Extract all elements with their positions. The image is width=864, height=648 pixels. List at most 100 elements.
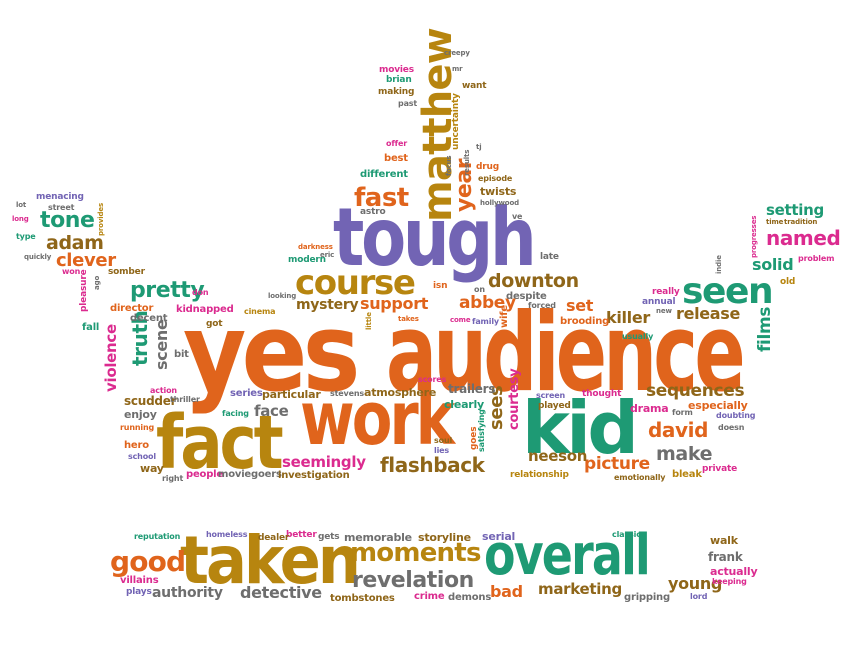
word-got: got [206, 319, 223, 329]
word-scores: scores [418, 375, 447, 384]
word-time: time [766, 218, 784, 226]
word-mr: mr [452, 65, 463, 73]
word-setting: setting [766, 201, 824, 219]
word-good: good [110, 545, 186, 578]
word-menacing: menacing [36, 192, 84, 202]
word-eric: eric [320, 251, 335, 259]
word-don: don [192, 288, 209, 297]
word-long: long [12, 215, 29, 223]
word-cinema: cinema [244, 307, 276, 316]
word-problem: problem [798, 254, 835, 263]
word-better: better [286, 530, 317, 540]
word-ago: ago [93, 275, 101, 290]
word-thriller: thriller [170, 395, 200, 404]
word-decent: decent [130, 313, 168, 324]
word-screen: screen [536, 391, 566, 400]
word-thought: thought [582, 389, 622, 399]
word-darkness: darkness [298, 243, 333, 251]
word-frank: frank [708, 550, 743, 564]
word-bleak: bleak [672, 469, 702, 480]
word-looking: looking [268, 292, 297, 300]
word-bad: bad [490, 582, 523, 601]
word-violence: violence [102, 324, 120, 392]
word-old: old [780, 277, 796, 287]
word-way: way [140, 462, 164, 475]
word-downton: downton [488, 270, 579, 292]
word-satisfying: satisfying [477, 409, 486, 452]
word-gripping: gripping [624, 592, 670, 603]
word-serial: serial [482, 530, 516, 543]
word-plays: plays [126, 587, 152, 597]
word-twists: twists [480, 185, 517, 198]
word-doubting: doubting [716, 411, 756, 420]
word-creepy: creepy [444, 49, 470, 57]
word-work: work [300, 376, 455, 462]
word-relationship: relationship [510, 470, 569, 480]
word-kid: kid [522, 386, 639, 470]
word-especially: especially [688, 399, 748, 412]
word-really: really [652, 287, 680, 297]
word-best: best [384, 153, 408, 164]
word-indie: indie [715, 255, 723, 274]
word-drug: drug [476, 162, 500, 172]
word-atmosphere: atmosphere [364, 386, 437, 399]
word-sequences: sequences [646, 381, 745, 401]
word-seemingly: seemingly [282, 453, 366, 471]
word-brian: brian [386, 75, 412, 85]
word-mystery: mystery [296, 297, 359, 313]
word-young: young [668, 574, 723, 593]
word-scene: scene [152, 319, 171, 370]
word-clearly: clearly [444, 398, 485, 411]
word-pleasure: pleasure [79, 269, 89, 312]
word-private: private [702, 464, 738, 474]
word-wife: wife [499, 305, 510, 328]
word-gets: gets [318, 532, 340, 542]
word-demons: demons [448, 592, 492, 603]
word-on: on [474, 285, 485, 294]
word-isn: isn [433, 281, 448, 291]
word-movies: movies [379, 65, 414, 75]
word-facing: facing [222, 409, 249, 418]
word-director: director [110, 303, 154, 314]
word-flashback: flashback [380, 453, 485, 477]
word-soul: soul [434, 436, 453, 445]
word-ve: ve [512, 212, 523, 221]
word-abbey: abbey [459, 293, 516, 313]
word-revelation: revelation [352, 568, 474, 593]
word-right: right [162, 474, 184, 483]
word-kidnapped: kidnapped [176, 304, 234, 315]
word-fall: fall [82, 322, 100, 333]
word-storyline: storyline [418, 531, 471, 544]
word-doesn: doesn [718, 423, 745, 432]
word-forced: forced [528, 301, 556, 310]
word-scudder: scudder [124, 394, 177, 408]
word-named: named [766, 226, 841, 250]
word-despite: despite [506, 291, 547, 302]
word-new: new [656, 307, 672, 315]
word-provides: provides [97, 202, 105, 236]
word-emotionally: emotionally [614, 473, 666, 482]
word-uncertainty: uncertainty [451, 93, 461, 150]
word-walk: walk [710, 534, 738, 547]
word-homeless: homeless [206, 530, 248, 539]
word-face: face [254, 402, 289, 420]
word-people: people [186, 469, 223, 480]
word-running: running [120, 423, 155, 432]
word-type: type [16, 232, 36, 241]
word-offer: offer [386, 139, 408, 148]
word-moviegoers: moviegoers [218, 469, 282, 480]
word-astro: astro [360, 207, 386, 217]
word-courtesy: courtesy [507, 368, 522, 430]
word-seen: seen [682, 271, 774, 312]
word-street: street [48, 203, 75, 212]
word-won: won [62, 267, 81, 276]
word-annual: annual [642, 297, 676, 307]
word-make: make [656, 443, 713, 465]
word-audience: audience [386, 291, 746, 416]
word-moments: moments [350, 538, 481, 568]
word-tombstones: tombstones [330, 593, 395, 604]
word-solid: solid [752, 255, 794, 274]
word-neeson: neeson [528, 447, 588, 465]
word-school: school [128, 452, 156, 461]
word-played: played [538, 401, 571, 411]
